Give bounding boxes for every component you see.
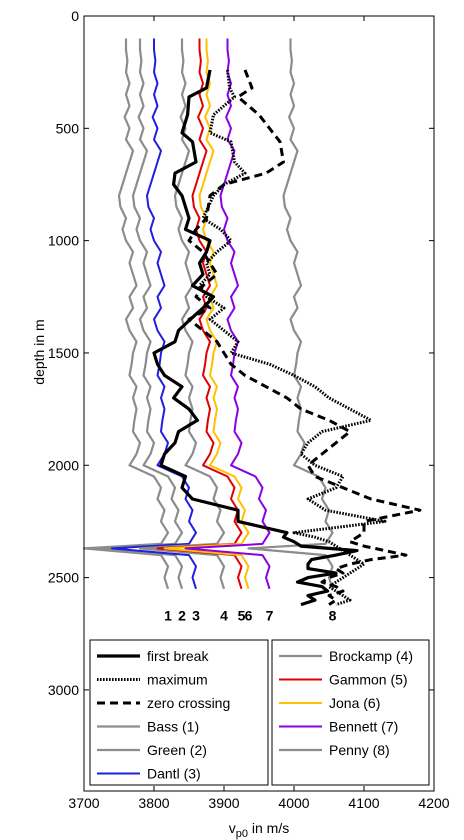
well-number-label-8: 8: [329, 608, 337, 624]
well-number-label-4: 4: [220, 608, 228, 624]
legend-label-brockamp-4: Brockamp (4): [329, 648, 413, 664]
legend-label-gammon-5: Gammon (5): [329, 672, 408, 688]
legend-label-bass-1: Bass (1): [147, 719, 199, 735]
y-axis-title: depth in m: [31, 319, 47, 384]
series-line-first-break: [152, 69, 359, 607]
y-tick-label: 1000: [48, 233, 79, 249]
x-tick-label: 4000: [278, 795, 309, 811]
x-tick-label: 3800: [138, 795, 169, 811]
x-tick-label: 4100: [348, 795, 379, 811]
legend-label-zero-crossing: zero crossing: [147, 695, 230, 711]
x-tick-label: 3700: [68, 795, 99, 811]
series-layer: [82, 38, 422, 607]
legend-right-box: [271, 639, 430, 786]
well-number-label-7: 7: [266, 608, 274, 624]
legend-right: Brockamp (4) Gammon (5) Jona (6) Bennett (7…: [271, 639, 430, 786]
well-number-label-1: 1: [164, 608, 172, 624]
series-line-jona-6: [163, 38, 250, 590]
legend-label-jona-6: Jona (6): [329, 695, 380, 711]
legend-label-bennett-7: Bennett (7): [329, 719, 398, 735]
y-tick-label: 2500: [48, 570, 79, 586]
x-tick-label: 4200: [418, 795, 449, 811]
y-tick-label: 2000: [48, 457, 79, 473]
series-line-dantl-3: [111, 38, 197, 590]
x-tick-label: 3900: [208, 795, 239, 811]
y-tick-label: 1500: [48, 345, 79, 361]
legend-label-maximum: maximum: [147, 672, 208, 688]
legend-label-green-2: Green (2): [147, 742, 207, 758]
well-number-label-6: 6: [245, 608, 253, 624]
series-line-maximum: [198, 69, 387, 607]
x-axis-title: vp0 in m/s: [229, 820, 289, 840]
legend-label-dantl-3: Dantl (3): [147, 766, 201, 782]
ticks-layer: 3700 3800 3900 4000 4100 4200 0 500 1000 1500 2000…: [48, 8, 450, 811]
legend-label-penny-8: Penny (8): [329, 742, 390, 758]
series-line-green-2: [96, 38, 184, 590]
legend-left-box: [89, 639, 269, 786]
series-line-bennett-7: [184, 38, 271, 590]
plot-border: [83, 15, 435, 792]
x-axis-title-sub: p0: [236, 828, 248, 840]
series-line-gammon-5: [156, 38, 243, 590]
well-number-label-5: 5: [238, 608, 246, 624]
x-axis-title-rest: in m/s: [248, 820, 289, 836]
y-tick-label: 0: [71, 8, 79, 24]
series-line-penny-8: [247, 38, 334, 590]
y-tick-label: 500: [56, 120, 80, 136]
well-number-label-2: 2: [178, 608, 186, 624]
well-number-label-3: 3: [192, 608, 200, 624]
series-line-bass-1: [82, 38, 170, 590]
series-line-zero-crossing: [187, 69, 422, 606]
legend-label-first-break: first break: [147, 648, 209, 664]
y-tick-label: 3000: [48, 682, 79, 698]
x-axis-title-main: v: [229, 820, 236, 836]
legend-left: first break maximum zero crossing Bass (1) G…: [89, 639, 269, 786]
